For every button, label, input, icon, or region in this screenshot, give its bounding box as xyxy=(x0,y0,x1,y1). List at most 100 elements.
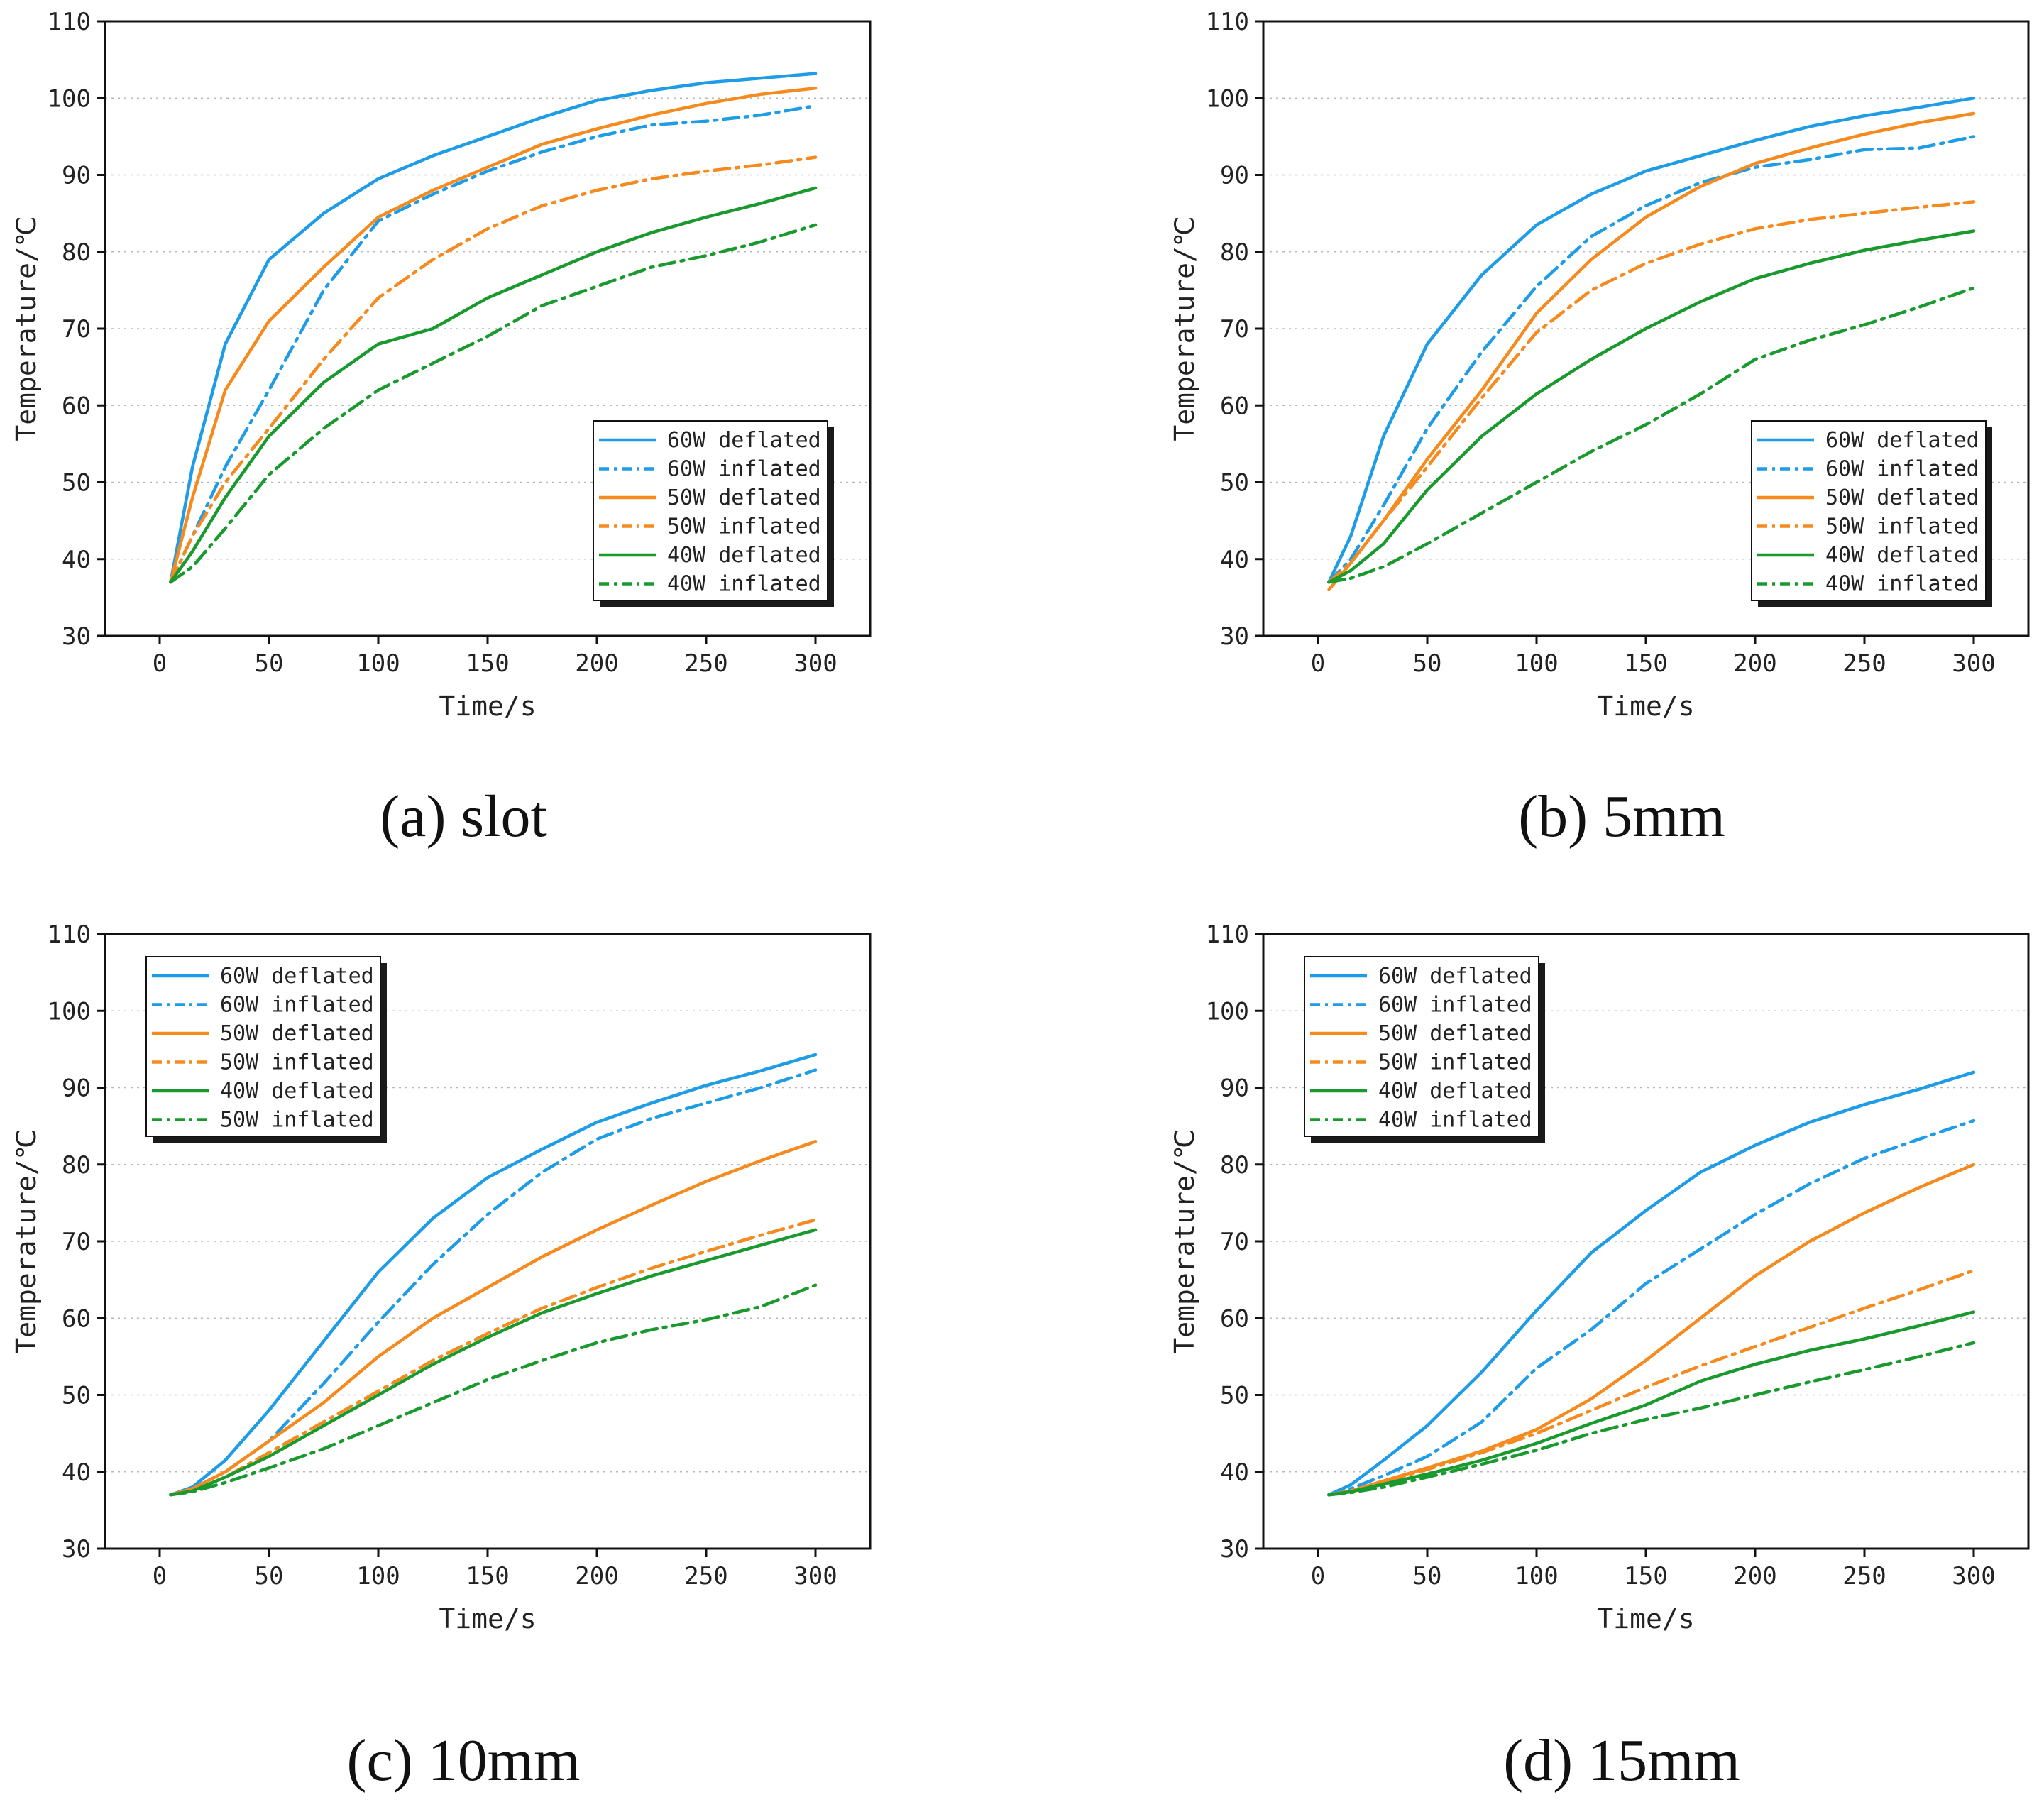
y-tick-label: 110 xyxy=(48,921,91,949)
y-tick-label: 30 xyxy=(62,622,91,651)
y-axis-title: Temperature/℃ xyxy=(11,1128,42,1353)
series-line-60w-inflated xyxy=(1327,1119,1976,1497)
y-tick-label: 90 xyxy=(1220,1075,1249,1103)
legend-label: 40W deflated xyxy=(220,1079,374,1104)
series-line-50w-inflated xyxy=(169,155,818,584)
legend-label: 40W inflated xyxy=(1378,1108,1532,1133)
x-tick-label: 50 xyxy=(1413,1562,1442,1591)
series-line-50w-inflated xyxy=(169,1218,818,1497)
chart-panel-0: 30 40 50 60 70 80 90 100 110 0 50 100 150 200 250 300 Ti… xyxy=(11,8,872,722)
x-tick-label: 0 xyxy=(153,1562,167,1591)
x-tick-label: 150 xyxy=(466,649,509,678)
y-tick-label: 40 xyxy=(1220,1458,1249,1487)
chart-panel-1: 30 40 50 60 70 80 90 100 110 0 50 100 150 200 250 300 Ti… xyxy=(1169,8,2030,722)
y-tick-label: 70 xyxy=(62,315,91,344)
y-tick-label: 30 xyxy=(1220,622,1249,651)
legend-label: 40W deflated xyxy=(1378,1079,1532,1104)
series-line-50w-inflated xyxy=(1327,1268,1976,1497)
y-axis-title: Temperature/℃ xyxy=(1169,216,1200,441)
x-tick-label: 200 xyxy=(1733,1562,1776,1591)
x-tick-label: 200 xyxy=(575,1562,618,1591)
legend-label: 50W inflated xyxy=(220,1108,374,1133)
series-line-40w-deflated xyxy=(1327,229,1976,584)
legend-label: 50W deflated xyxy=(667,485,821,510)
y-tick-label: 60 xyxy=(1220,1304,1249,1333)
series-line-40w-deflated xyxy=(169,186,818,584)
x-tick-label: 0 xyxy=(1311,649,1325,678)
y-axis-title: Temperature/℃ xyxy=(11,216,42,441)
series-line-60w-deflated xyxy=(169,72,818,584)
y-tick-label: 110 xyxy=(1206,921,1249,949)
panel-caption: (c) 10mm xyxy=(347,1727,581,1793)
legend-label: 60W deflated xyxy=(667,428,821,453)
y-tick-label: 100 xyxy=(48,84,91,113)
x-tick-label: 0 xyxy=(1311,1562,1325,1591)
x-axis-title: Time/s xyxy=(1597,1603,1694,1635)
legend-label: 60W inflated xyxy=(1825,457,1979,482)
y-tick-label: 30 xyxy=(62,1535,91,1564)
y-tick-label: 70 xyxy=(1220,315,1249,344)
series-line-60w-inflated xyxy=(169,104,818,584)
x-axis-title: Time/s xyxy=(439,1603,536,1635)
legend-label: 50W inflated xyxy=(667,515,821,539)
y-tick-label: 80 xyxy=(1220,1151,1249,1180)
legend-label: 50W inflated xyxy=(220,1050,374,1075)
series-line-40w-deflated xyxy=(1327,1310,1976,1497)
series-line-40w-inflated xyxy=(1327,1341,1976,1497)
legend-label: 40W deflated xyxy=(1825,543,1979,568)
x-tick-label: 300 xyxy=(793,1562,837,1591)
x-tick-label: 150 xyxy=(466,1562,509,1591)
legend-box xyxy=(145,956,381,1137)
x-tick-label: 50 xyxy=(1413,649,1442,678)
series-line-60w-inflated xyxy=(1327,135,1976,584)
y-tick-label: 40 xyxy=(1220,546,1249,574)
y-tick-label: 90 xyxy=(62,1075,91,1103)
legend-label: 60W deflated xyxy=(220,964,374,989)
series-line-40w-inflated xyxy=(1327,286,1976,584)
chart-panel-2: 30 40 50 60 70 80 90 100 110 0 50 100 150 200 250 300 Ti… xyxy=(11,921,872,1635)
y-tick-label: 30 xyxy=(1220,1535,1249,1564)
chart-panel-3: 30 40 50 60 70 80 90 100 110 0 50 100 150 200 250 300 Ti… xyxy=(1169,921,2030,1635)
legend-label: 50W inflated xyxy=(1378,1050,1532,1075)
y-tick-label: 60 xyxy=(1220,392,1249,420)
x-tick-label: 300 xyxy=(1952,1562,1995,1591)
series-line-40w-inflated xyxy=(169,223,818,584)
legend-label: 40W inflated xyxy=(1825,572,1979,597)
series-line-60w-deflated xyxy=(1327,97,1976,584)
x-tick-label: 250 xyxy=(1842,649,1886,678)
panel-caption: (a) slot xyxy=(380,784,547,850)
legend-label: 50W deflated xyxy=(1825,485,1979,510)
y-tick-label: 50 xyxy=(1220,469,1249,498)
panel-caption: (d) 15mm xyxy=(1503,1727,1740,1793)
series-line-50w-deflated xyxy=(169,86,818,584)
series-line-40w-deflated xyxy=(169,1228,818,1497)
x-tick-label: 100 xyxy=(1515,649,1558,678)
x-tick-label: 0 xyxy=(153,649,167,678)
y-tick-label: 50 xyxy=(62,1382,91,1410)
x-tick-label: 250 xyxy=(684,1562,727,1591)
legend-label: 60W deflated xyxy=(1378,964,1532,989)
y-tick-label: 70 xyxy=(1220,1228,1249,1256)
y-tick-label: 80 xyxy=(62,1151,91,1180)
y-tick-label: 80 xyxy=(62,238,91,267)
legend-box xyxy=(1751,420,1987,601)
legend-box xyxy=(1304,956,1539,1137)
x-tick-label: 50 xyxy=(255,1562,284,1591)
y-tick-label: 70 xyxy=(62,1228,91,1256)
legend-label: 60W inflated xyxy=(220,993,374,1018)
y-tick-label: 60 xyxy=(62,1304,91,1333)
y-tick-label: 40 xyxy=(62,1458,91,1487)
y-tick-label: 40 xyxy=(62,546,91,574)
x-tick-label: 200 xyxy=(575,649,618,678)
x-tick-label: 50 xyxy=(255,649,284,678)
y-tick-label: 90 xyxy=(62,162,91,190)
x-tick-label: 100 xyxy=(356,649,400,678)
x-axis-title: Time/s xyxy=(1597,691,1694,722)
x-tick-label: 250 xyxy=(684,649,727,678)
legend-label: 60W inflated xyxy=(1378,993,1532,1018)
series-line-60w-deflated xyxy=(169,1053,818,1497)
y-tick-label: 50 xyxy=(62,469,91,498)
series-line-50w-inflated xyxy=(169,1283,818,1497)
x-tick-label: 200 xyxy=(1733,649,1776,678)
